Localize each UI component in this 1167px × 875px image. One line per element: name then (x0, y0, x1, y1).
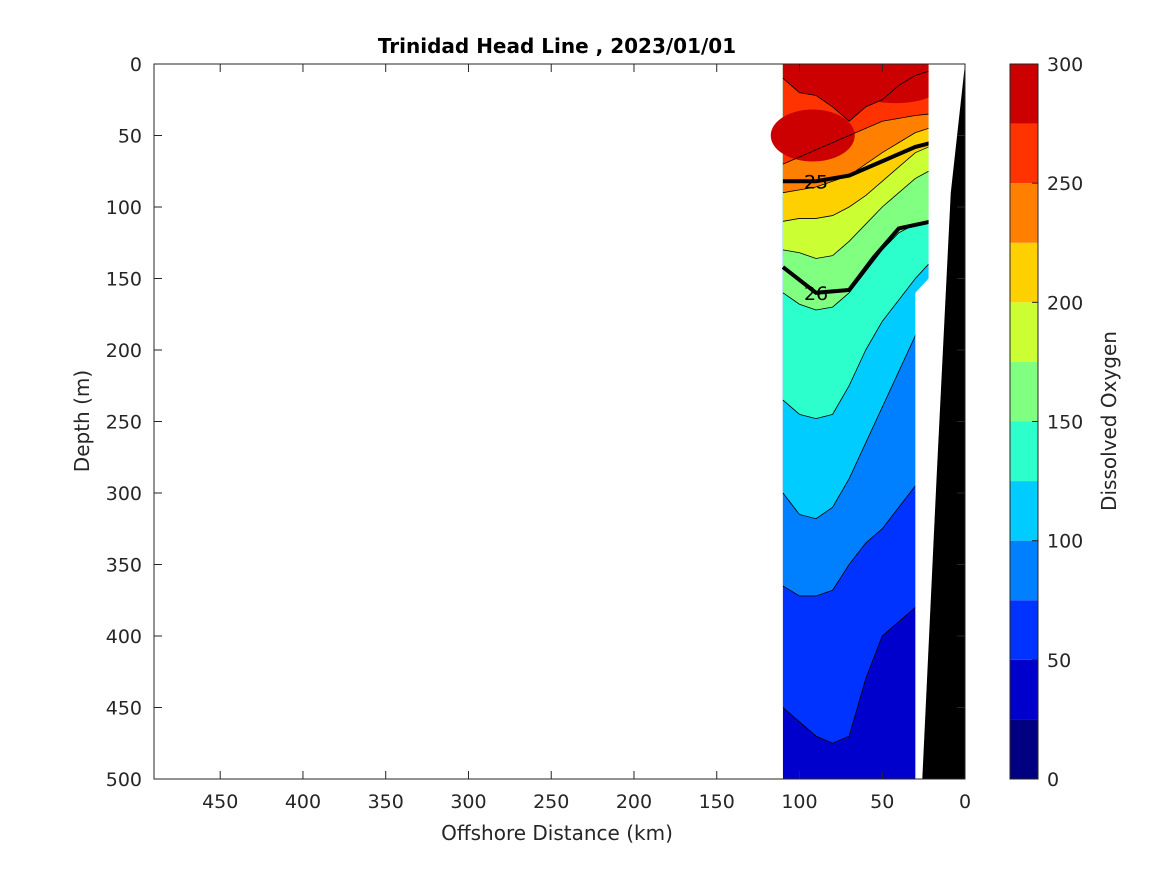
oxygen-contour-275 (782, 70, 929, 122)
colorbar-tick-label: 100 (1047, 531, 1083, 553)
chart-title: Trinidad Head Line , 2023/01/01 (378, 34, 736, 58)
colorbar-swatch (1010, 242, 1038, 303)
colorbar-swatch (1010, 540, 1038, 601)
y-tick-label: 150 (106, 269, 142, 291)
contour-lines: 25 26 (781, 70, 933, 744)
oxygen-field (770, 64, 946, 779)
x-tick-label: 250 (533, 791, 569, 813)
oxygen-contour-175 (782, 170, 929, 259)
oxygen-contour-50 (782, 599, 929, 744)
oxygen-contour-200 (782, 146, 929, 222)
seafloor-bathymetry (922, 64, 965, 779)
colorbar-swatch (1010, 481, 1038, 541)
colorbar-swatch (1010, 302, 1038, 362)
density-contour-25 (782, 140, 933, 184)
y-tick-label: 0 (130, 54, 142, 76)
y-tick-label: 300 (106, 483, 142, 505)
colorbar-swatch (1010, 659, 1038, 720)
oxygen-contour-100 (782, 306, 929, 520)
y-tick-label: 500 (106, 769, 142, 791)
x-tick-label: 300 (450, 791, 486, 813)
field-patch-high (770, 109, 855, 162)
density-contour-label: 25 (804, 171, 828, 193)
seafloor (915, 64, 965, 779)
y-tick-label: 350 (106, 555, 142, 577)
x-tick-label: 150 (699, 791, 735, 813)
y-tick-label: 50 (118, 126, 142, 148)
y-tick-label: 250 (106, 412, 142, 434)
x-tick-label: 400 (285, 791, 321, 813)
colorbar-swatch (1010, 421, 1038, 482)
oxygen-contour-75 (782, 471, 929, 597)
x-tick-label: 200 (616, 791, 652, 813)
y-tick-label: 100 (106, 197, 142, 219)
oxygen-contour-250 (782, 113, 929, 165)
x-axis: 450 400 350 300 250 200 150 100 50 0 (202, 64, 971, 813)
colorbar-tick-label: 200 (1047, 292, 1083, 314)
x-tick-label: 350 (368, 791, 404, 813)
density-contour-26 (781, 219, 933, 295)
colorbar-swatch (1010, 719, 1038, 779)
colorbar-tick-label: 150 (1047, 412, 1083, 434)
y-axis-label: Depth (m) (70, 370, 94, 472)
colorbar: 0 50 100 150 200 250 300 (1009, 54, 1083, 791)
oxygen-contour-125 (782, 263, 929, 420)
colorbar-tick-label: 250 (1047, 173, 1083, 195)
x-axis-label: Offshore Distance (km) (441, 821, 673, 845)
colorbar-swatch (1010, 64, 1038, 124)
y-tick-label: 400 (106, 626, 142, 648)
colorbar-swatch (1010, 361, 1038, 422)
colorbar-tick-label: 300 (1047, 54, 1083, 76)
colorbar-tick-label: 0 (1047, 769, 1059, 791)
density-contour-label: 26 (804, 283, 828, 305)
colorbar-tick-label: 50 (1047, 650, 1071, 672)
colorbar-swatch (1010, 600, 1038, 660)
x-tick-label: 0 (959, 791, 971, 813)
colorbar-label: Dissolved Oxygen (1097, 331, 1121, 511)
colorbar-swatch (1010, 123, 1038, 184)
y-axis: 0 50 100 150 200 250 300 350 400 450 500 (106, 54, 965, 791)
colorbar-swatch (1010, 183, 1038, 243)
y-tick-label: 450 (106, 698, 142, 720)
x-tick-label: 50 (870, 791, 894, 813)
y-tick-label: 200 (106, 340, 142, 362)
x-tick-label: 100 (781, 791, 817, 813)
x-tick-label: 450 (202, 791, 238, 813)
